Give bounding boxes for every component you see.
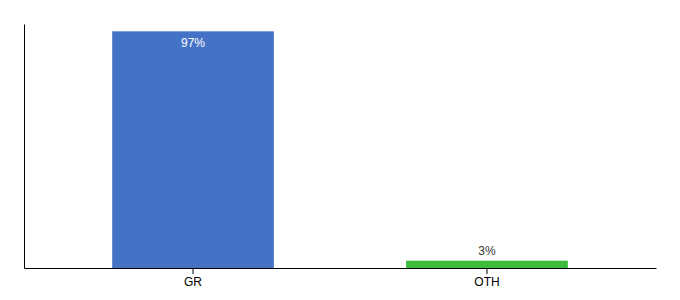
x-tick-mark <box>486 268 487 274</box>
plot-area: GR OTH 97% 3% <box>25 25 657 289</box>
x-tick-mark <box>193 268 194 274</box>
bar <box>112 31 274 268</box>
x-tick-label: OTH <box>474 275 499 289</box>
data-labels: 97% 3% <box>181 36 496 257</box>
x-tick-label: GR <box>184 275 202 289</box>
y-axis-line <box>24 25 25 269</box>
y-axis <box>24 25 25 269</box>
x-axis-line <box>25 268 657 269</box>
chart-svg: GR OTH 97% 3% <box>0 0 680 300</box>
chart-container: GR OTH 97% 3% <box>0 0 680 300</box>
x-tick: OTH <box>474 268 499 289</box>
bars <box>112 31 568 268</box>
x-axis: GR OTH <box>25 268 657 289</box>
data-label: 97% <box>181 36 205 50</box>
x-tick: GR <box>184 268 202 289</box>
data-label: 3% <box>478 244 496 258</box>
bar <box>406 261 568 268</box>
